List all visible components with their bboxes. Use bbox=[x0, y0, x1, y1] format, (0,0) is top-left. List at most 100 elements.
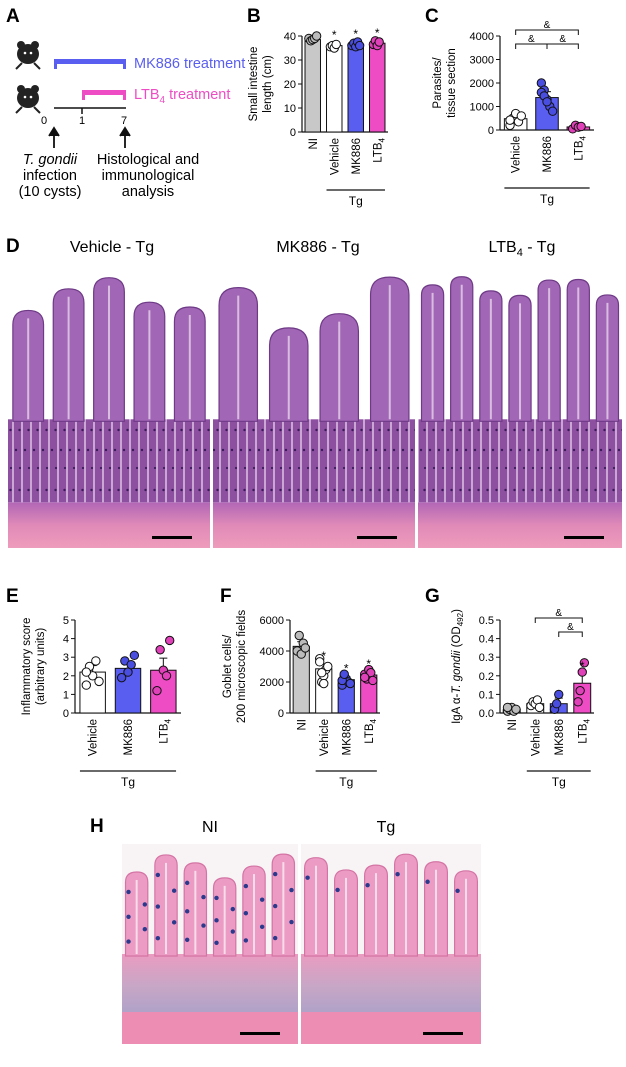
group-label: Tg bbox=[349, 194, 363, 208]
goblet-cell bbox=[243, 911, 249, 916]
chart-b-intestine-length: 0 10 20 30 40 Small intestine length (cm) NI * Ve… bbox=[248, 26, 388, 208]
goblet-cell bbox=[272, 903, 278, 909]
muscularis-layer bbox=[301, 1012, 481, 1044]
goblet-cell bbox=[230, 929, 236, 934]
significance-star: * bbox=[344, 662, 349, 676]
infection-text: T. gondii bbox=[23, 152, 78, 168]
y-tick-label: 0.0 bbox=[479, 708, 494, 720]
x-tick-label-part: 4 bbox=[582, 718, 591, 723]
y-tick-label: 4000 bbox=[470, 31, 494, 43]
data-point bbox=[91, 656, 101, 666]
x-tick-label: Vehicle bbox=[88, 719, 100, 756]
panel-label-e: E bbox=[6, 586, 19, 607]
significance-star: * bbox=[332, 28, 337, 42]
bar bbox=[326, 45, 343, 133]
bar bbox=[369, 42, 386, 133]
x-tick-label-part: LTB bbox=[577, 723, 589, 744]
data-point bbox=[579, 658, 590, 668]
scale-bar bbox=[564, 536, 604, 539]
data-point bbox=[129, 650, 140, 661]
goblet-cell bbox=[243, 938, 249, 943]
data-point bbox=[161, 671, 172, 681]
x-tick-label: LTB4 bbox=[158, 718, 172, 743]
y-tick-label: 0.3 bbox=[479, 652, 494, 664]
significance-star: * bbox=[580, 659, 585, 673]
chart-g-iga: 0.0 0.1 0.2 0.3 0.4 0.5 IgA α-T. gondii (OD492… bbox=[451, 608, 594, 789]
data-point bbox=[554, 689, 564, 700]
y-tick-label: 0 bbox=[488, 125, 494, 137]
significance-label: & bbox=[559, 34, 566, 45]
scale-bar bbox=[240, 1032, 280, 1035]
data-point bbox=[152, 685, 162, 696]
analysis-text: analysis bbox=[122, 184, 174, 200]
scale-bar bbox=[357, 536, 397, 539]
data-point bbox=[94, 676, 104, 687]
data-point bbox=[354, 40, 365, 51]
x-tick-label-part: LTB bbox=[364, 723, 376, 744]
muscularis-layer bbox=[8, 502, 210, 548]
y-axis-label-part: IgA α- bbox=[451, 693, 463, 723]
x-tick-label: MK886 bbox=[341, 719, 353, 755]
data-point bbox=[577, 667, 587, 677]
y-tick-label: 0 bbox=[290, 127, 296, 139]
infection-arrow bbox=[48, 126, 60, 148]
y-tick-label: 4000 bbox=[260, 646, 284, 658]
data-point bbox=[126, 659, 136, 670]
x-tick-label: Vehicle bbox=[530, 719, 542, 756]
y-tick-label: 0.4 bbox=[479, 634, 494, 646]
data-point bbox=[345, 678, 355, 689]
micrograph-title-tg: Tg bbox=[377, 819, 396, 836]
y-tick-label: 2000 bbox=[470, 78, 494, 90]
y-axis-label: Inflammatory score bbox=[21, 618, 33, 716]
ltb4-treatment-bar-cap bbox=[123, 90, 126, 100]
data-point bbox=[534, 702, 545, 713]
data-point bbox=[319, 678, 329, 689]
goblet-cell bbox=[171, 888, 177, 893]
goblet-cell bbox=[126, 939, 131, 944]
goblet-cell bbox=[126, 889, 131, 895]
group-label: Tg bbox=[552, 775, 566, 789]
crypt-layer bbox=[418, 419, 622, 503]
y-tick-label: 4 bbox=[63, 634, 69, 646]
y-axis-label-part: ) bbox=[451, 609, 463, 613]
panel-label-b: B bbox=[247, 6, 261, 27]
goblet-cell bbox=[289, 919, 294, 925]
data-point bbox=[81, 680, 92, 690]
chart-e-inflammatory-score: 0 1 2 3 4 5 Inflammatory score (arbitrary units… bbox=[21, 615, 181, 789]
x-tick-label-part: LTB bbox=[158, 723, 170, 744]
infection-text: (10 cysts) bbox=[19, 184, 82, 200]
micrograph-ni-alcian bbox=[122, 844, 298, 1044]
data-point bbox=[505, 115, 515, 125]
significance-star: * bbox=[321, 649, 326, 663]
scale-bar bbox=[152, 536, 192, 539]
micrograph-ltb4-tg bbox=[418, 262, 622, 548]
significance-star: * bbox=[375, 26, 380, 40]
data-point bbox=[368, 675, 378, 686]
data-point bbox=[551, 699, 562, 709]
y-tick-label: 3000 bbox=[470, 55, 494, 67]
x-tick-label: MK886 bbox=[123, 719, 135, 755]
y-tick-label: 1000 bbox=[470, 102, 494, 114]
goblet-cell bbox=[184, 880, 190, 886]
x-tick-label-part: 4 bbox=[369, 718, 378, 723]
x-tick-label-part: LTB bbox=[573, 140, 585, 161]
significance-bracket bbox=[558, 631, 583, 637]
data-point bbox=[575, 685, 585, 696]
significance-bracket bbox=[515, 29, 579, 35]
goblet-cell bbox=[259, 897, 265, 902]
goblet-cell bbox=[201, 894, 206, 900]
panel-d: Vehicle - Tg MK886 - Tg LTB4 - Tg bbox=[8, 239, 622, 548]
panel-label-c: C bbox=[425, 6, 439, 27]
data-point bbox=[323, 661, 333, 672]
significance-label: & bbox=[567, 622, 574, 633]
goblet-cell bbox=[259, 924, 265, 930]
goblet-cell bbox=[455, 888, 460, 893]
goblet-cell bbox=[395, 871, 400, 877]
y-axis-label-part: T. gondii bbox=[451, 650, 463, 693]
goblet-cell bbox=[214, 918, 219, 923]
panel-label-d: D bbox=[6, 236, 20, 257]
mk886-treatment-label: MK886 treatment bbox=[134, 56, 245, 72]
significance-bracket bbox=[546, 43, 579, 49]
goblet-cell bbox=[126, 914, 131, 919]
